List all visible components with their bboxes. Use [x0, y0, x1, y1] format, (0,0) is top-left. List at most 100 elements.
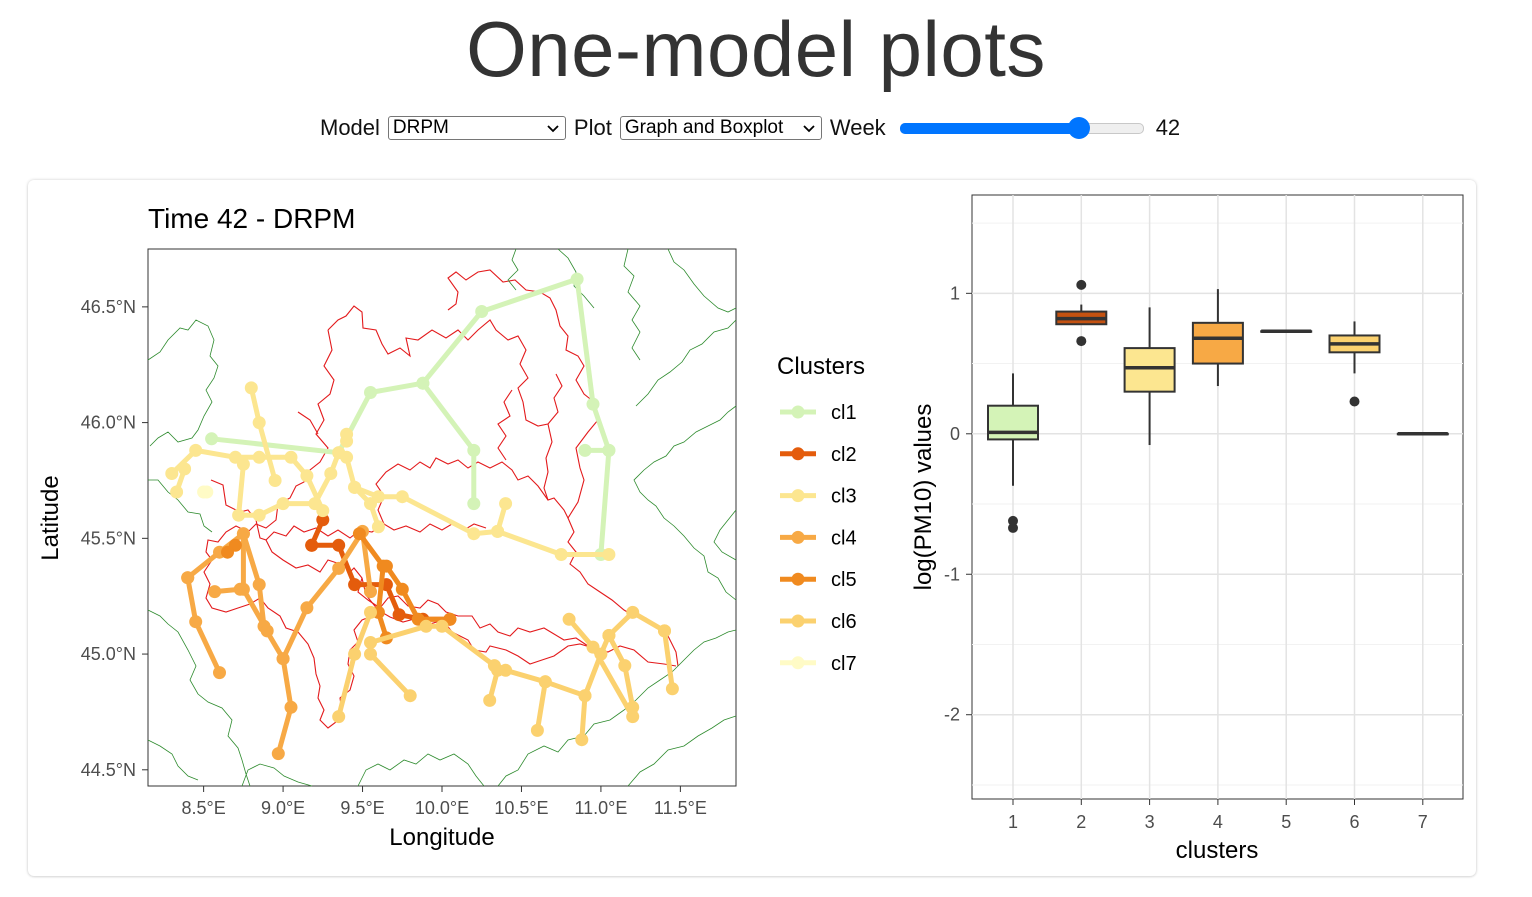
cluster-node: [236, 457, 250, 471]
cluster-node: [189, 443, 203, 457]
cluster-edge: [383, 563, 453, 622]
legend-label: cl3: [831, 486, 857, 508]
cluster-node: [308, 497, 322, 511]
cluster-node: [268, 474, 282, 487]
legend-items: cl1 cl2 cl3 cl4 cl5 cl6 cl7: [780, 402, 857, 675]
cluster-node: [658, 624, 671, 638]
region-border-red: [210, 479, 677, 667]
x-tick-label: 5: [1281, 812, 1291, 832]
box-7: [1396, 432, 1449, 436]
y-tick-label: 0: [950, 424, 960, 444]
cluster-node: [586, 640, 600, 654]
controls-bar: Model DRPM Plot Graph and Boxplot Week 4…: [320, 112, 1180, 144]
box-outlier: [1349, 396, 1360, 407]
week-label: Week: [829, 115, 886, 140]
cluster-node: [348, 647, 362, 661]
x-tick-label: 3: [1145, 812, 1155, 832]
cluster-node: [419, 619, 433, 633]
cluster-node: [340, 450, 354, 464]
cluster-node: [276, 497, 290, 511]
cluster-node: [570, 272, 584, 286]
cluster-node: [665, 682, 679, 696]
model-select-value: DRPM: [392, 117, 449, 138]
week-slider-thumb[interactable]: [1068, 117, 1091, 139]
x-tick-label: 2: [1076, 812, 1086, 832]
legend-label: cl1: [831, 402, 857, 424]
plot-card: Time 42 - DRPM 8.5°E 9.0°E 9.5°E 10.0°E 10.5…: [28, 180, 1476, 876]
cluster-node: [435, 619, 449, 633]
cluster-node: [467, 527, 481, 541]
cluster-edge: [534, 679, 548, 733]
cluster-cl7: [197, 485, 214, 499]
boxplot-marks: [987, 279, 1449, 533]
page-title: One-model plots: [466, 5, 1046, 93]
cluster-node: [626, 700, 640, 714]
cluster-node: [626, 605, 640, 619]
box-1: [987, 373, 1039, 533]
x-tick-label: 9.5°E: [340, 798, 384, 818]
legend-point: [791, 447, 805, 461]
box-6: [1328, 321, 1381, 407]
model-select[interactable]: DRPM: [387, 116, 566, 140]
boxplot-panel: -2 -1 0 1 1 2 3 4 5 6 7 clusters log(PM10) values: [910, 194, 1464, 864]
cluster-node: [213, 666, 226, 680]
cluster-node: [491, 663, 505, 677]
cluster-node: [305, 538, 319, 552]
cluster-graph: [165, 272, 679, 761]
boxplot-x-axis-title: clusters: [1176, 837, 1259, 864]
cluster-node: [236, 527, 250, 541]
cluster-node: [483, 693, 497, 707]
y-tick-label: 45.5°N: [81, 528, 136, 548]
plot-select[interactable]: Graph and Boxplot: [619, 116, 822, 140]
cluster-node: [178, 462, 192, 476]
cluster-edge: [579, 693, 588, 743]
y-tick-label: 44.5°N: [81, 760, 136, 780]
cluster-node: [538, 675, 552, 689]
cluster-node: [578, 689, 592, 703]
x-tick-label: 11.0°E: [574, 798, 627, 818]
plots-svg: Time 42 - DRPM 8.5°E 9.0°E 9.5°E 10.0°E 10.5…: [37, 194, 1464, 864]
legend-label: cl5: [831, 569, 857, 591]
chevron-down-icon: [803, 125, 815, 133]
cluster-node: [554, 548, 568, 561]
x-tick-label: 7: [1418, 812, 1428, 832]
cluster-node: [530, 723, 544, 737]
x-tick-label: 10.5°E: [494, 798, 548, 818]
cluster-node: [364, 386, 377, 399]
y-tick-label: 46.0°N: [81, 413, 136, 433]
box-outlier: [1076, 279, 1087, 290]
x-tick-label: 9.0°E: [261, 798, 305, 818]
cluster-node: [252, 450, 266, 464]
legend-label: cl6: [831, 611, 857, 633]
box-3: [1123, 307, 1176, 446]
cluster-node: [392, 608, 406, 622]
map-y-axis-title: Latitude: [37, 475, 64, 560]
map-panel: 8.5°E 9.0°E 9.5°E 10.0°E 10.5°E 11.0°E 11.5°E 4…: [37, 248, 737, 851]
legend-point: [791, 530, 805, 544]
y-tick-label: -2: [944, 705, 960, 725]
cluster-node: [252, 508, 266, 522]
cluster-node: [324, 467, 338, 480]
cluster-edge: [662, 628, 675, 692]
cluster-node: [467, 443, 481, 457]
week-slider[interactable]: [899, 113, 1144, 143]
cluster-node: [332, 710, 346, 724]
plot-label: Plot: [573, 115, 612, 140]
boxplot-axes: -2 -1 0 1 1 2 3 4 5 6 7: [944, 283, 1428, 832]
cluster-node: [379, 559, 393, 573]
cluster-node: [475, 305, 489, 318]
cluster-node: [189, 615, 203, 629]
cluster-node: [348, 578, 362, 592]
cluster-node: [300, 601, 314, 615]
cluster-edge: [356, 531, 389, 641]
cluster-node: [499, 497, 513, 511]
model-label: Model: [320, 115, 380, 140]
legend-point: [791, 614, 805, 628]
cluster-node: [467, 497, 481, 511]
y-tick-label: 45.0°N: [81, 644, 136, 664]
cluster-node: [403, 689, 417, 703]
legend-title: Clusters: [777, 353, 865, 380]
cluster-node: [416, 376, 430, 390]
legend-point: [791, 572, 805, 586]
cluster-node: [364, 585, 377, 599]
